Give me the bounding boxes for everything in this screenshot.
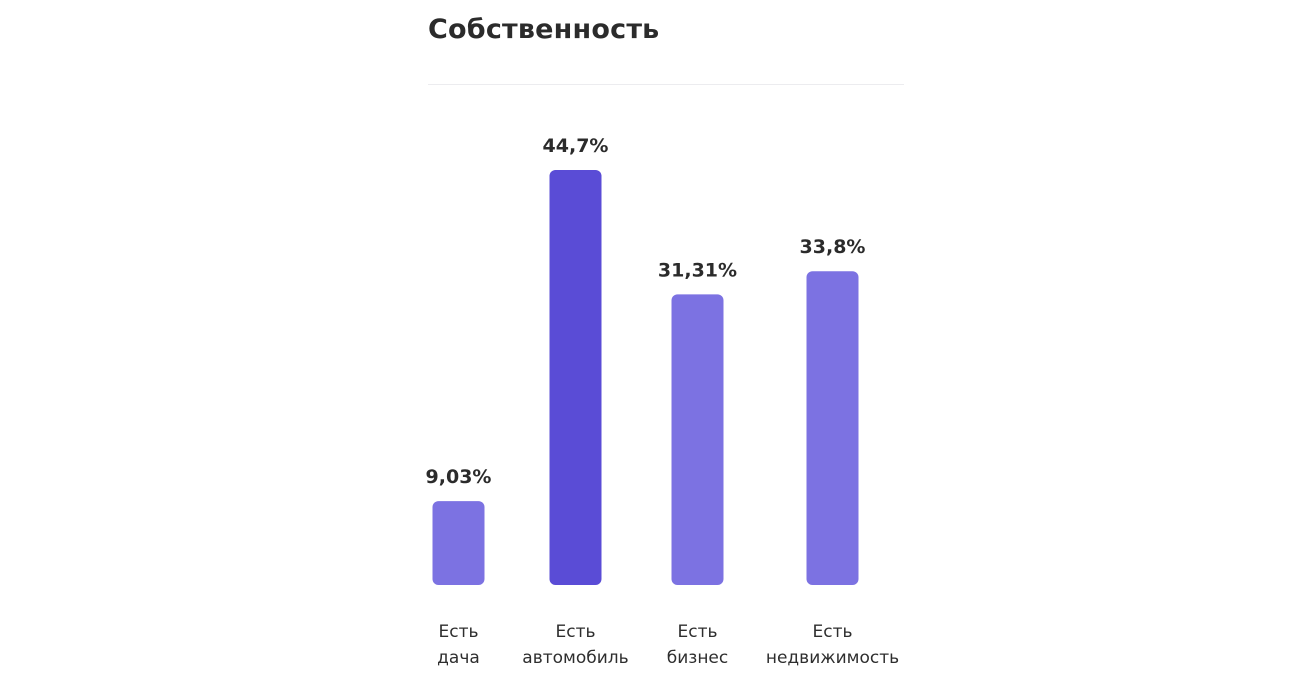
value-label-2: 31,31% (658, 259, 737, 281)
category-label-2-line-0: Есть (677, 622, 717, 642)
category-label-2-line-1: бизнес (667, 648, 729, 668)
value-label-0: 9,03% (426, 466, 492, 488)
category-label-2: Есть бизнес (667, 622, 729, 668)
card-title: Собственность (428, 14, 660, 45)
bar-3 (806, 271, 859, 585)
bar-0 (432, 501, 485, 585)
category-label-3-line-1: недвижимость (766, 648, 899, 668)
bar-2 (671, 294, 724, 585)
category-label-0: Есть дача (437, 622, 480, 668)
title-divider (428, 84, 904, 85)
bar-1 (549, 170, 602, 585)
category-label-3-line-0: Есть (812, 622, 852, 642)
category-label-0-line-0: Есть (438, 622, 478, 642)
category-label-1: Есть автомобиль (522, 622, 628, 668)
value-label-3: 33,8% (800, 236, 866, 258)
category-label-1-line-1: автомобиль (522, 648, 628, 668)
category-label-0-line-1: дача (437, 648, 480, 668)
value-label-1: 44,7% (543, 135, 609, 157)
category-label-3: Есть недвижимость (766, 622, 899, 668)
category-label-1-line-0: Есть (555, 622, 595, 642)
